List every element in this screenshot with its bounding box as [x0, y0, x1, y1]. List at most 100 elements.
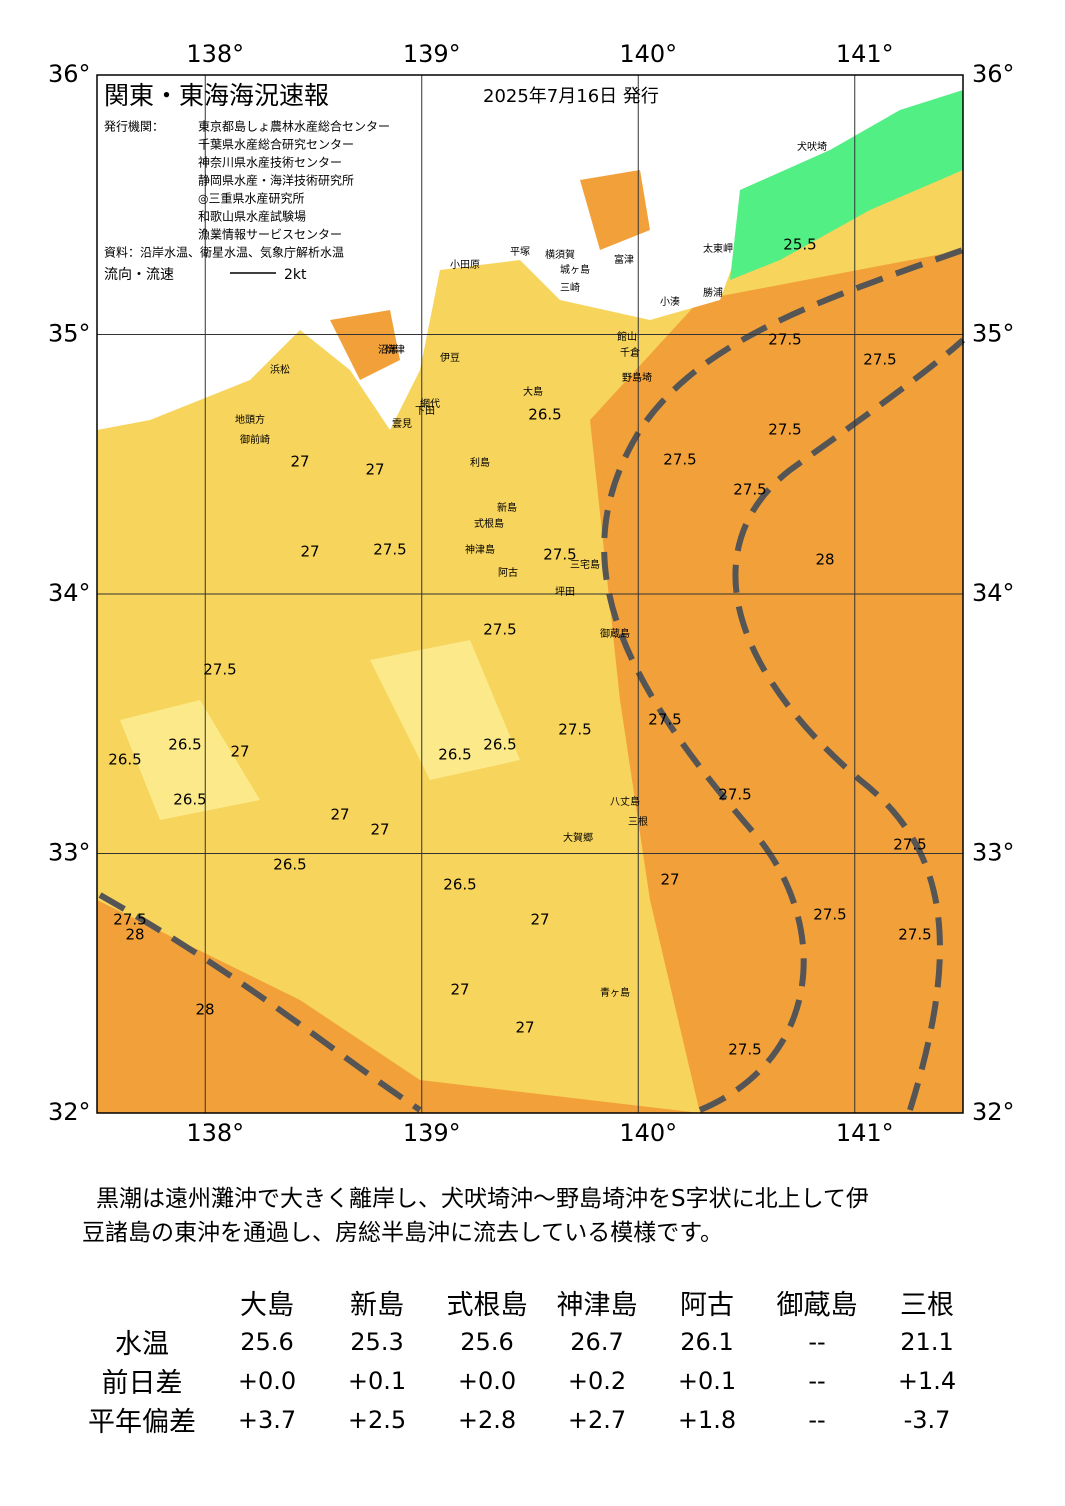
table-cell: 21.1: [900, 1327, 954, 1356]
contour-label: 27.5: [663, 451, 696, 469]
table-cell: 25.6: [460, 1327, 514, 1356]
issuer: 和歌山県水産試験場: [198, 209, 306, 224]
station-header: 阿古: [680, 1289, 734, 1321]
place-name: 富津: [614, 253, 634, 266]
contour-label: 27.5: [768, 421, 801, 439]
issuer: 千葉県水産総合研究センター: [198, 137, 354, 152]
contour-label: 26.5: [168, 736, 201, 754]
place-name: 御蔵島: [600, 627, 630, 640]
place-name: 平塚: [510, 246, 530, 258]
table-cell: +0.1: [347, 1366, 407, 1395]
summary-line: 黒潮は遠州灘沖で大きく離岸し、犬吠埼沖～野島埼沖をS字状に北上して伊: [96, 1186, 869, 1212]
map: 関東・東海海況速報 2025年7月16日 発行 発行機関： 東京都島しょ農林水産…: [48, 40, 1015, 1147]
summary: 黒潮は遠州灘沖で大きく離岸し、犬吠埼沖～野島埼沖をS字状に北上して伊 豆諸島の東…: [82, 1182, 1002, 1250]
place-name: 沼津: [378, 343, 398, 356]
contour-label: 27.5: [728, 1041, 761, 1059]
flow-label: 流向・流速: [104, 267, 174, 283]
lat-label-right: 32°: [972, 1098, 1015, 1126]
kuroshio-axis: [732, 337, 966, 1111]
contour-label: 27: [450, 981, 469, 999]
table-cell: +0.2: [567, 1366, 627, 1395]
place-name: 館山: [617, 330, 637, 343]
table-cell: +0.0: [237, 1366, 297, 1395]
table-row: 水温 25.6 25.3 25.6 26.7 26.1 -- 21.1: [72, 1322, 982, 1361]
place-name: 三宅島: [570, 558, 600, 571]
place-name: 神津島: [465, 543, 495, 556]
table-cell: +2.7: [567, 1405, 627, 1434]
row-label: 平年偏差: [88, 1407, 196, 1438]
place-name: 新島: [497, 501, 517, 514]
table-row: 平年偏差 +3.7 +2.5 +2.8 +2.7 +1.8 -- -3.7: [72, 1400, 982, 1439]
lon-label-top: 141°: [836, 40, 894, 68]
place-name: 三根: [628, 815, 648, 828]
place-name: 伊豆: [440, 352, 460, 364]
table-cell: +0.0: [457, 1366, 517, 1395]
place-name: 太東岬: [703, 242, 733, 255]
lat-label-left: 34°: [48, 579, 91, 607]
place-name: 千倉: [620, 346, 640, 359]
contour-label: 25.5: [783, 236, 816, 254]
place-name: 式根島: [474, 517, 504, 530]
table-cell: 26.1: [680, 1327, 734, 1356]
place-name: 利島: [470, 456, 490, 469]
table-cell: --: [808, 1366, 826, 1395]
lon-label-top: 139°: [403, 40, 461, 68]
corner: [72, 1282, 212, 1322]
place-name: 雲見: [392, 418, 412, 430]
station-table: 大島 新島 式根島 神津島 阿古 御蔵島 三根 水温 25.6 25.3 25.6 26.7 26.1 -…: [72, 1282, 982, 1439]
place-name: 大賀郷: [563, 831, 593, 844]
issuer: 静岡県水産・海洋技術研究所: [198, 173, 354, 188]
table-cell: 25.6: [240, 1327, 294, 1356]
place-name: 横須賀: [545, 248, 575, 261]
contour-label: 27.5: [373, 541, 406, 559]
place-name: 勝浦: [703, 286, 723, 299]
contour-label: 26.5: [528, 406, 561, 424]
contour-label: 27.5: [718, 786, 751, 804]
warm-water: [97, 900, 700, 1113]
place-name: 網代: [420, 397, 440, 410]
table-row: 前日差 +0.0 +0.1 +0.0 +0.2 +0.1 -- +1.4: [72, 1361, 982, 1400]
contour-label: 27.5: [203, 661, 236, 679]
contour-label: 27.5: [898, 926, 931, 944]
contour-label: 26.5: [443, 876, 476, 894]
issue-date: 2025年7月16日 発行: [483, 86, 659, 107]
row-label: 水温: [115, 1329, 169, 1360]
table-cell: +2.8: [457, 1405, 517, 1434]
contour-label: 26.5: [483, 736, 516, 754]
map-title: 関東・東海海況速報: [104, 81, 329, 110]
contour-label: 27.5: [648, 711, 681, 729]
table-cell: +1.8: [677, 1405, 737, 1434]
contour-label: 27.5: [113, 911, 146, 929]
station-header: 御蔵島: [776, 1289, 858, 1321]
table-cell: -3.7: [903, 1405, 951, 1434]
graticule: [97, 75, 963, 1113]
place-name: 大島: [523, 385, 543, 398]
lat-label-left: 32°: [48, 1098, 91, 1126]
table-cell: --: [808, 1327, 826, 1356]
map-frame: [96, 74, 964, 1114]
summary-line: 豆諸島の東沖を通過し、房総半島沖に流去している模様です。: [82, 1220, 724, 1246]
contour-label: 26.5: [173, 791, 206, 809]
station-header: 神津島: [556, 1289, 638, 1321]
place-name: 浜松: [270, 363, 290, 376]
issuer: 漁業情報サービスセンター: [198, 228, 342, 242]
contour-label: 27.5: [483, 621, 516, 639]
contour-label: 27: [370, 821, 389, 839]
place-name: 焼津: [385, 344, 405, 356]
lon-label-bottom: 138°: [186, 1119, 244, 1147]
place-name: 阿古: [498, 566, 518, 579]
lon-label-top: 140°: [619, 40, 677, 68]
lat-label-right: 34°: [972, 579, 1015, 607]
table-cell: 26.7: [570, 1327, 624, 1356]
lat-label-left: 36°: [48, 60, 91, 88]
place-name: 三崎: [560, 281, 580, 294]
issuer: ◎三重県水産研究所: [198, 191, 304, 206]
lon-label-bottom: 140°: [619, 1119, 677, 1147]
station-header: 大島: [240, 1289, 294, 1321]
contour-label: 27: [515, 1019, 534, 1037]
kuroshio-axis: [98, 892, 422, 1113]
lat-label-right: 35°: [972, 320, 1015, 348]
cool-water: [120, 700, 260, 820]
table-cell: +0.1: [677, 1366, 737, 1395]
issuer: 東京都島しょ農林水産総合センター: [198, 119, 390, 134]
